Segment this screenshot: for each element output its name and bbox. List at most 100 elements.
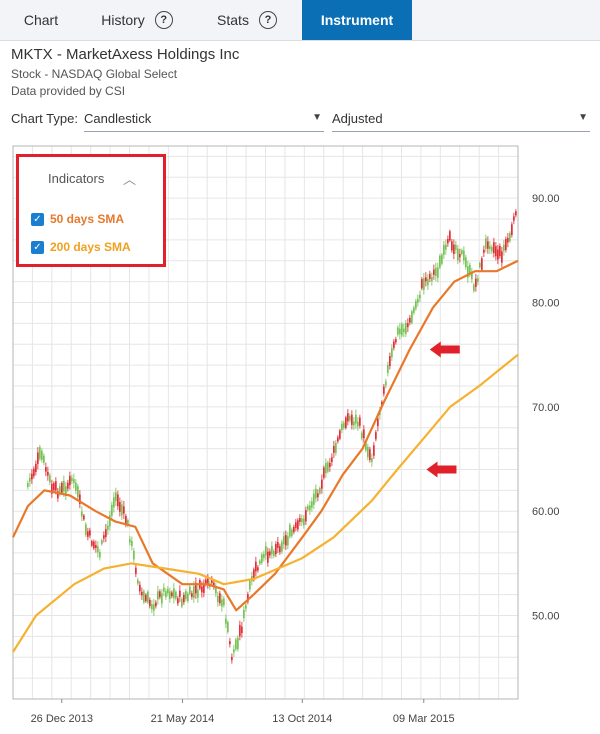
candle-body: [509, 232, 511, 242]
candle-body: [431, 276, 433, 282]
chart-type-select[interactable]: Candlestick ▼: [84, 106, 324, 132]
candle-body: [121, 504, 123, 516]
y-tick-label: 80.00: [532, 298, 560, 310]
chart-area[interactable]: 50.00 60.00 70.00 80.00 90.00 26 Dec 2013 21 M…: [10, 142, 590, 732]
candle-body: [309, 505, 311, 511]
candle-body: [171, 592, 173, 597]
candle-body: [81, 511, 83, 517]
candle-body: [183, 594, 185, 603]
checkbox-icon[interactable]: ✓: [31, 240, 44, 254]
help-icon[interactable]: ?: [154, 11, 173, 29]
candle-body: [349, 415, 351, 421]
checkbox-icon[interactable]: ✓: [31, 212, 44, 226]
y-tick-label: 50.00: [532, 611, 560, 623]
candle-body: [87, 531, 89, 537]
candle-body: [325, 463, 327, 474]
candle-body: [451, 241, 453, 251]
candle-body: [407, 323, 409, 328]
candle-body: [271, 545, 273, 555]
candle-body: [399, 328, 401, 335]
candle-body: [219, 593, 221, 604]
candle-body: [437, 267, 439, 278]
candle-body: [67, 482, 69, 489]
candle-body: [375, 432, 377, 440]
candle-body: [117, 494, 119, 507]
candle-body: [359, 417, 361, 426]
candle-body: [137, 579, 139, 584]
candle-body: [377, 418, 379, 427]
candle-body: [165, 591, 167, 598]
tab-history[interactable]: History?: [82, 0, 192, 40]
price-chart[interactable]: 50.00 60.00 70.00 80.00 90.00 26 Dec 2013 21 M…: [10, 142, 590, 732]
candle-body: [335, 442, 337, 453]
candle-body: [413, 307, 415, 313]
candle-body: [445, 244, 447, 250]
indicator-50-sma-toggle[interactable]: ✓ 50 days SMA: [31, 212, 124, 226]
candle-body: [65, 486, 67, 496]
candle-body: [223, 598, 225, 606]
candle-body: [453, 244, 455, 255]
candle-body: [221, 599, 223, 607]
candle-body: [275, 544, 277, 555]
candle-body: [469, 264, 471, 275]
candle-body: [193, 586, 195, 598]
candle-body: [323, 467, 325, 478]
candle-body: [467, 266, 469, 278]
candle-body: [215, 586, 217, 594]
candle-body: [289, 524, 291, 537]
candle-body: [83, 515, 85, 520]
candle-body: [123, 506, 125, 514]
candle-body: [141, 591, 143, 596]
candle-body: [259, 560, 261, 564]
tab-chart[interactable]: Chart: [0, 0, 82, 40]
candle-body: [369, 449, 371, 460]
candle-body: [333, 446, 335, 453]
candle-body: [295, 522, 297, 528]
candle-body: [115, 492, 117, 502]
plot-frame: [12, 145, 519, 700]
tab-instrument[interactable]: Instrument: [302, 0, 412, 40]
candle-body: [129, 539, 131, 543]
candle-body: [331, 457, 333, 463]
candle-body: [31, 473, 33, 480]
candle-body: [201, 586, 203, 593]
candle-body: [181, 598, 183, 607]
chevron-down-icon: ▼: [578, 112, 588, 123]
candle-body: [391, 348, 393, 358]
candle-body: [339, 430, 341, 439]
candle-body: [345, 417, 347, 428]
x-tick-label: 09 Mar 2015: [393, 713, 455, 725]
tab-stats[interactable]: Stats?: [192, 0, 302, 40]
help-icon[interactable]: ?: [258, 11, 277, 29]
indicator-200-sma-toggle[interactable]: ✓ 200 days SMA: [31, 240, 131, 254]
candle-body: [69, 476, 71, 486]
candle-body: [139, 584, 141, 592]
chevron-up-icon[interactable]: ︿: [123, 172, 137, 187]
candle-body: [389, 356, 391, 366]
candle-body: [455, 244, 457, 251]
candle-body: [263, 554, 265, 558]
candle-body: [483, 249, 485, 253]
candle-body: [239, 624, 241, 637]
candle-body: [229, 641, 231, 645]
candle-body: [77, 486, 79, 498]
candle-body: [35, 463, 37, 472]
candle-body: [43, 455, 45, 463]
adjustment-select[interactable]: Adjusted ▼: [332, 106, 590, 132]
candle-body: [247, 594, 249, 602]
candle-body: [45, 467, 47, 472]
candle-body: [403, 328, 405, 333]
candle-body: [73, 479, 75, 483]
candle-body: [255, 561, 257, 572]
candle-body: [301, 518, 303, 523]
indicators-header[interactable]: Indicators: [48, 171, 105, 186]
candle-body: [303, 518, 305, 526]
annotation-arrow: [426, 461, 457, 478]
candle-body: [419, 294, 421, 299]
candle-body: [511, 224, 513, 235]
candle-body: [85, 524, 87, 535]
candle-body: [319, 487, 321, 494]
y-tick-label: 60.00: [532, 506, 560, 518]
candle-body: [113, 497, 115, 508]
candle-body: [49, 475, 51, 483]
